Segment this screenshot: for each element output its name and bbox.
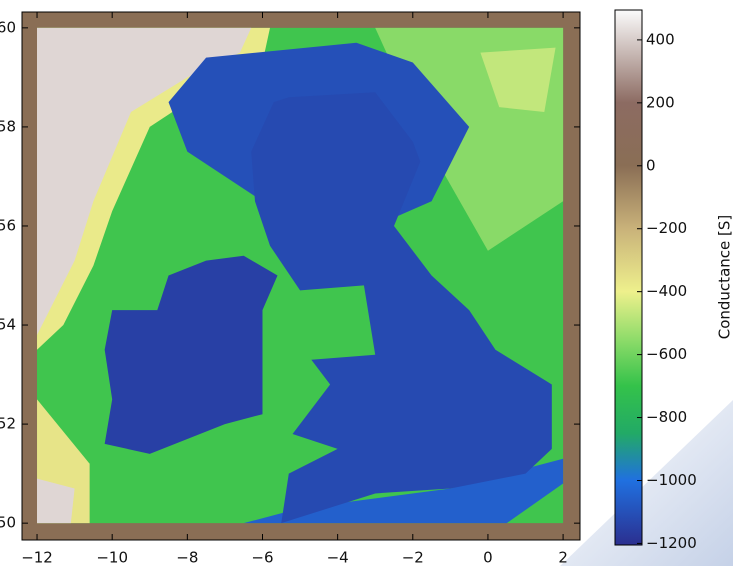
region [480, 47, 556, 113]
plot-frame [21, 11, 581, 541]
colorbar-tick-label: 0 [646, 156, 656, 174]
background-shade [560, 400, 733, 566]
colorbar-tick-label: −800 [646, 408, 687, 426]
x-tick-label: −12 [21, 549, 53, 566]
y-tick-label: 58 [0, 117, 16, 135]
colorbar-tick-label: 200 [646, 93, 675, 111]
region [251, 92, 552, 524]
x-tick-label: −10 [96, 549, 128, 566]
x-tick-label: −2 [402, 549, 424, 566]
colorbar-tick-label: 400 [646, 30, 675, 48]
region [37, 27, 252, 335]
map [22, 12, 580, 540]
y-tick-label: 54 [0, 316, 16, 334]
colorbar-tick-label: −400 [646, 282, 687, 300]
x-tick-label: −6 [251, 549, 273, 566]
region [37, 478, 75, 524]
colorbar [614, 9, 643, 546]
x-tick-label: 2 [558, 549, 568, 566]
y-tick-label: 50 [0, 514, 16, 532]
x-tick-label: −8 [176, 549, 198, 566]
colorbar-tick-label: −600 [646, 345, 687, 363]
x-tick-label: 0 [483, 549, 493, 566]
y-tick-label: 60 [0, 18, 16, 36]
colorbar-label: Conductance [S] [716, 215, 733, 339]
x-tick-label: −4 [327, 549, 349, 566]
colorbar-tick-label: −1200 [646, 534, 697, 552]
y-tick-label: 56 [0, 216, 16, 234]
colorbar-tick-label: −200 [646, 219, 687, 237]
y-tick-label: 52 [0, 415, 16, 433]
region [104, 255, 278, 454]
colorbar-tick-label: −1000 [646, 471, 697, 489]
